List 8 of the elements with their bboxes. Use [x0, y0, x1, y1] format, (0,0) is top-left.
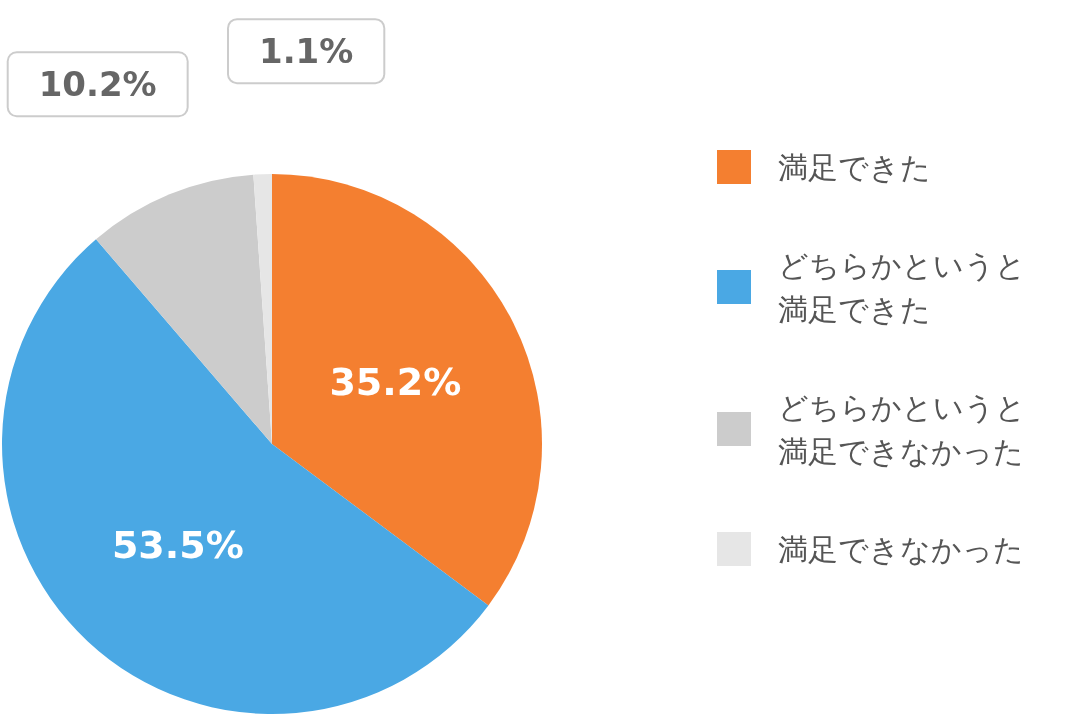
data-label: 10.2% — [38, 64, 157, 105]
legend-label: どちらかというと満足できた — [778, 247, 1026, 327]
data-label: 53.5% — [111, 522, 244, 567]
legend-label: 満足できなかった — [778, 531, 1024, 567]
legend-label: 満足できた — [778, 149, 931, 185]
data-label: 35.2% — [329, 360, 462, 405]
data-label: 1.1% — [258, 31, 354, 72]
legend-label: どちらかというと満足できなかった — [778, 389, 1026, 469]
